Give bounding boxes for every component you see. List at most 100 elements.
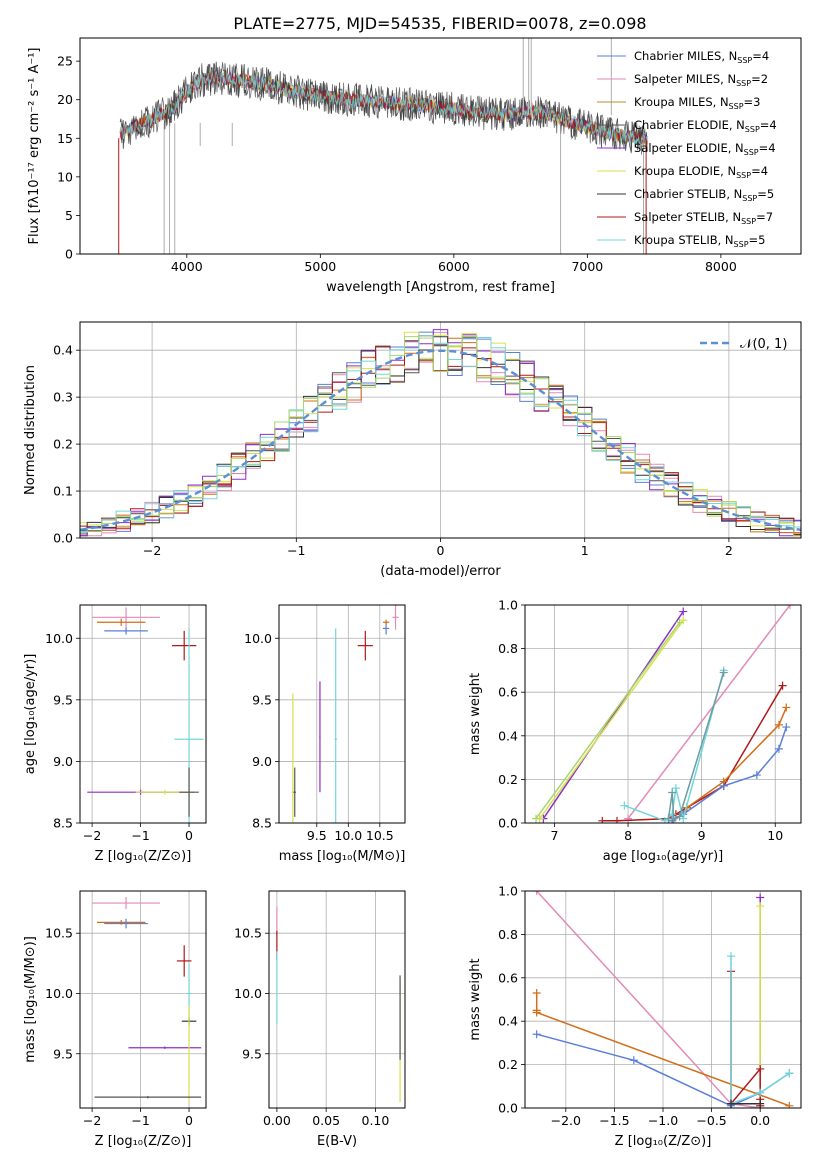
errorbar-point (357, 630, 373, 661)
axes-frame: −2 −1 0 9.5 10.0 10.5 Z [log₁₀(Z/Z⊙)] mass [log… (23, 890, 207, 1149)
weight-line (535, 621, 681, 820)
y-tick-label: 0.4 (498, 728, 518, 743)
y-tick-label: 10.0 (45, 986, 73, 1001)
weight-marker (785, 1101, 794, 1108)
x-tick-label: 0 (185, 828, 193, 843)
axes-border (79, 890, 207, 1109)
charts: 4000 5000 6000 7000 80000510152025wavelength… (23, 37, 802, 1149)
y-tick-label: 9.5 (252, 692, 272, 707)
y-axis-label: mass weight (468, 673, 483, 755)
residual-histogram (80, 331, 801, 537)
y-tick-label: 10.0 (244, 631, 272, 646)
weight-marker (620, 801, 629, 810)
weight-line (671, 726, 788, 822)
weight-marker (719, 781, 728, 790)
y-tick-label: 0.3 (53, 390, 73, 405)
plot-area (532, 891, 794, 1108)
weight-marker (679, 607, 688, 616)
x-tick-label: 10 (767, 828, 783, 843)
y-axis-label: mass weight (468, 958, 483, 1040)
errorbar-point (319, 681, 321, 793)
x-axis-label: age [log₁₀(age/yr)] (603, 849, 724, 864)
weight-marker (756, 893, 765, 902)
errorbar-point (399, 975, 401, 1060)
y-tick-label: 0.6 (498, 685, 518, 700)
panel-weight-vs-age: 7 8 9 10 0.0 0.2 0.4 0.6 0.8 1.0 age [log₁₀(age/yr… (468, 598, 802, 864)
plot-area (291, 605, 399, 823)
axes-border (278, 604, 406, 824)
y-tick-label: 0.4 (498, 1014, 518, 1029)
y-tick-label: 1.0 (498, 598, 518, 613)
y-axis-label: Normed distribution (23, 365, 38, 495)
y-tick-label: 10 (57, 169, 73, 184)
errorbar-point (96, 618, 146, 626)
axes-frame: −2.0 −1.5 −1.0 −0.5 0.0 0.0 0.2 0.4 0.6 0.8 1.0 Z [… (468, 884, 802, 1149)
weight-marker (727, 1099, 736, 1108)
gaussian-curve (80, 349, 801, 531)
axes-frame: 7 8 9 10 0.0 0.2 0.4 0.6 0.8 1.0 age [log₁₀(age/yr… (468, 598, 802, 864)
y-axis-label: Flux [fλ10⁻¹⁷ erg cm⁻² s⁻¹ A⁻¹] (27, 48, 42, 245)
y-tick-label: 9.5 (53, 692, 73, 707)
y-tick-label: 15 (57, 131, 73, 146)
x-axis-label: wavelength [Angstrom, rest frame] (326, 280, 555, 295)
weight-marker (719, 668, 728, 677)
legend-entry: Chabrier STELIB, NSSP=5 (634, 187, 774, 203)
axes-frame: 4000 5000 6000 7000 8000 0 5 10 15 20 25 wavelength… (27, 37, 802, 295)
x-tick-label: −1.5 (599, 1113, 629, 1128)
errorbar-point (392, 605, 399, 630)
y-tick-label: 25 (57, 54, 73, 69)
y-tick-label: 0.0 (498, 1101, 518, 1116)
x-tick-label: 9.5 (307, 828, 327, 843)
errorbar-point (179, 767, 199, 817)
legend-entry: Kroupa ELODIE, NSSP=4 (634, 164, 768, 180)
y-tick-label: 0.0 (498, 816, 518, 831)
y-tick-label: 9.0 (53, 754, 73, 769)
legend: 𝒩(0, 1) (700, 337, 787, 352)
x-tick-label: 8 (624, 828, 632, 843)
errorbar-point (276, 951, 278, 1024)
plot-area (80, 329, 801, 537)
legend-entry: Salpeter MILES, NSSP=2 (634, 72, 768, 88)
errorbar-point (188, 1005, 191, 1102)
weight-marker (778, 681, 787, 690)
weight-marker (598, 816, 607, 823)
legend-entry: Kroupa MILES, NSSP=3 (634, 95, 760, 111)
errorbar-point (104, 918, 148, 929)
y-axis-label: age [log₁₀(age/yr)] (23, 654, 38, 775)
weight-marker (727, 952, 736, 961)
y-tick-label: 0.4 (53, 343, 73, 358)
x-tick-label: 4000 (171, 259, 203, 274)
errorbar-point (94, 1095, 202, 1099)
residual-histogram (80, 336, 801, 537)
y-tick-label: 0.8 (498, 641, 518, 656)
panel-age-vs-mass: 9.5 10.0 10.5 8.5 9.0 9.5 10.0 mass [log₁₀(M/M⊙… (244, 604, 406, 864)
errorbar-point (176, 945, 192, 977)
x-tick-label: 10.0 (334, 828, 362, 843)
x-tick-label: 1 (581, 543, 589, 558)
x-axis-label: (data-model)/error (380, 564, 501, 579)
plot-area (276, 906, 401, 1102)
axes-border (79, 604, 207, 824)
legend-entry: Chabrier ELODIE, NSSP=4 (634, 118, 777, 134)
weight-marker (774, 744, 783, 753)
panel-weight-vs-Z: −2.0 −1.5 −1.0 −0.5 0.0 0.0 0.2 0.4 0.6 0.8 1.0 Z [… (468, 884, 802, 1149)
residual-histogram (80, 335, 801, 535)
y-tick-label: 0.6 (498, 970, 518, 985)
y-tick-label: 10.5 (45, 926, 73, 941)
weight-marker (785, 605, 794, 609)
x-axis-label: mass [log₁₀(M/M⊙)] (279, 849, 406, 864)
weight-marker (532, 1030, 541, 1039)
x-tick-label: 0 (185, 1113, 193, 1128)
residual-histogram (80, 329, 801, 537)
x-tick-label: −2 (83, 1113, 101, 1128)
axes-border (79, 37, 802, 255)
panel-mass-vs-ebv: 0.00 0.05 0.10 9.5 10.0 10.5 E(B-V) (234, 890, 406, 1149)
y-tick-label: 10.5 (234, 926, 262, 941)
weight-marker (532, 988, 541, 997)
x-tick-label: −2 (83, 828, 101, 843)
weight-marker (785, 1069, 794, 1078)
weight-marker (613, 816, 621, 823)
x-axis-label: E(B-V) (317, 1134, 357, 1149)
weight-line (627, 605, 791, 820)
weight-marker (532, 814, 541, 823)
